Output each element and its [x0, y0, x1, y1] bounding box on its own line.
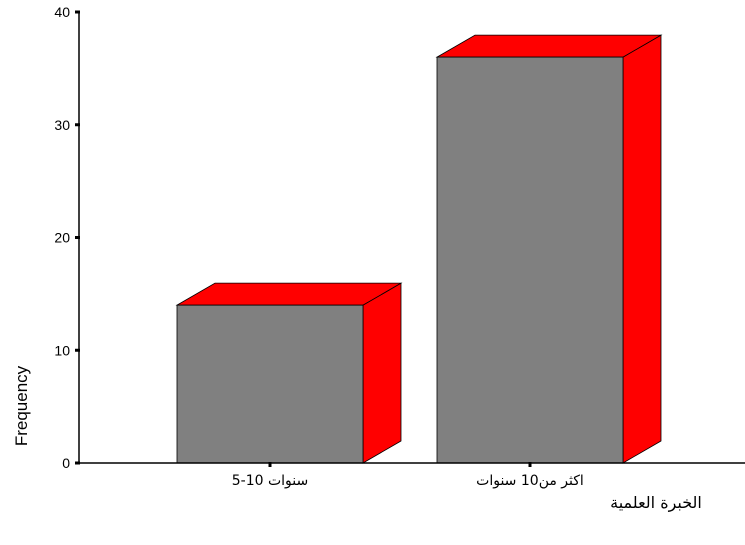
bar-side-face — [362, 282, 402, 464]
bars-layer — [175, 34, 663, 464]
x-axis-ticks: 5-10 سنوات اكثر من10 سنوات — [232, 462, 584, 489]
y-axis-ticks: 0 10 20 30 40 — [54, 4, 80, 471]
y-tick-label: 20 — [54, 230, 70, 246]
bar-front-face — [176, 304, 364, 464]
x-category-label: اكثر من10 سنوات — [476, 473, 584, 489]
bar-top-face — [175, 282, 403, 306]
bar-top-face — [435, 34, 663, 58]
y-axis-title: Frequency — [12, 365, 31, 446]
y-tick-label: 40 — [54, 4, 70, 20]
x-axis-title: الخبرة العلمية — [610, 493, 702, 513]
y-tick-label: 30 — [54, 117, 70, 133]
y-tick-label: 0 — [62, 455, 70, 471]
bar — [175, 282, 403, 464]
x-category-label: 5-10 سنوات — [232, 473, 309, 489]
bar-side-face — [622, 34, 662, 464]
y-tick-label: 10 — [54, 342, 70, 358]
bar — [435, 34, 663, 464]
bar-front-face — [436, 56, 624, 464]
